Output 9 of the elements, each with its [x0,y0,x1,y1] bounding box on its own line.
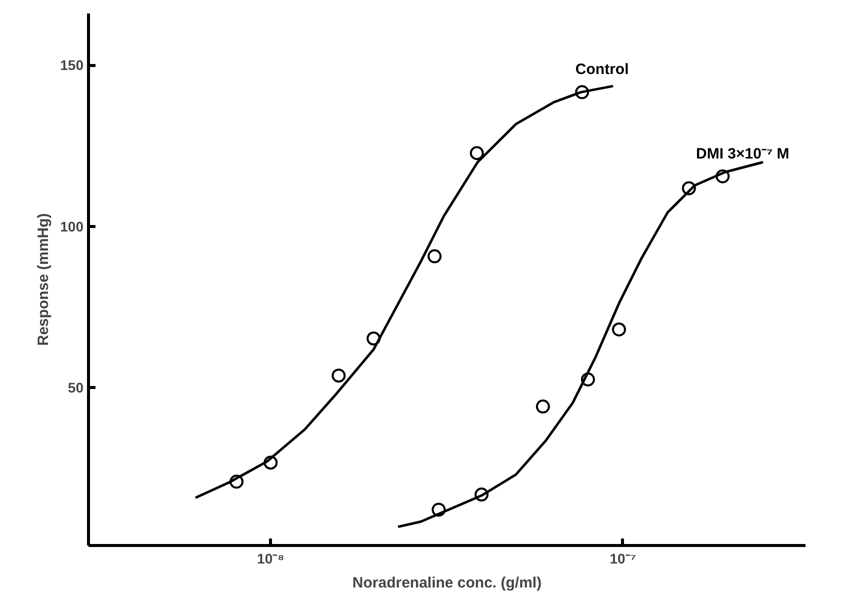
series-label: DMI 3×10⁻⁷ M [696,145,790,162]
x-tick-label: 10⁻⁷ [610,550,636,566]
x-tick-label: 10⁻⁸ [257,550,284,566]
y-tick-label: 100 [60,218,84,234]
y-axis-title: Response (mmHg) [35,213,52,346]
x-axis-title: Noradrenaline conc. (g/ml) [352,574,542,592]
series-label: Control [575,61,629,78]
y-tick-label: 50 [68,380,84,396]
y-tick-label: 150 [60,57,84,74]
